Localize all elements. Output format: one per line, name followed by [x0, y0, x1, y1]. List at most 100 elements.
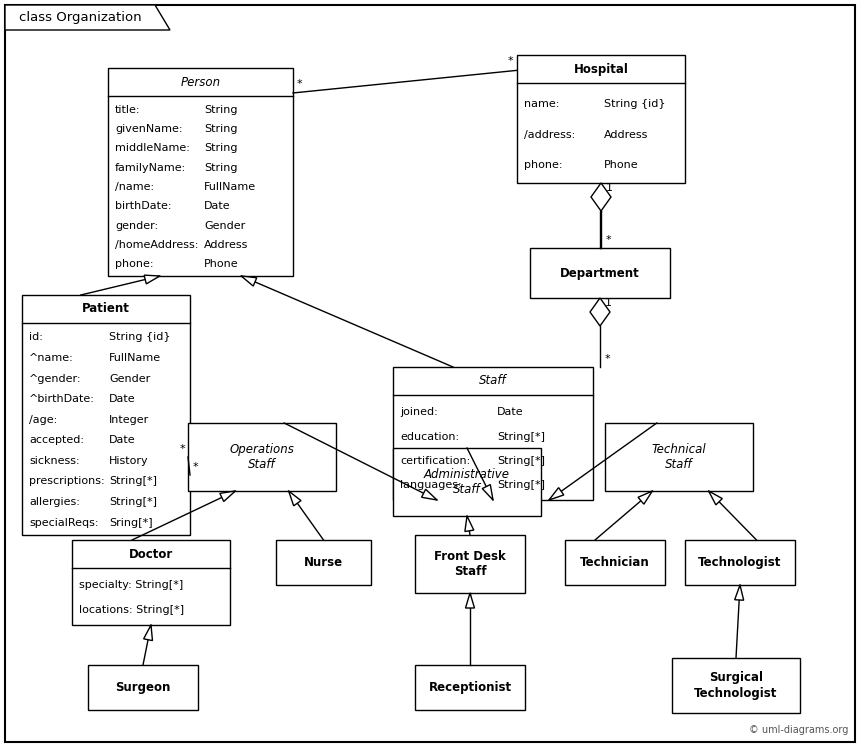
Bar: [188, 423, 336, 491]
Text: FullName: FullName: [204, 182, 256, 192]
Text: Surgical
Technologist: Surgical Technologist: [694, 672, 777, 699]
Polygon shape: [421, 489, 437, 500]
Text: /address:: /address:: [524, 129, 575, 140]
Text: phone:: phone:: [115, 259, 153, 270]
Text: Phone: Phone: [605, 160, 639, 170]
Bar: [530, 248, 670, 298]
Bar: [415, 535, 525, 593]
Polygon shape: [591, 183, 611, 211]
Text: accepted:: accepted:: [29, 436, 84, 445]
Text: Date: Date: [497, 407, 524, 417]
Text: allergies:: allergies:: [29, 497, 80, 507]
Text: Technical
Staff: Technical Staff: [652, 443, 706, 471]
Polygon shape: [144, 625, 152, 641]
Text: Gender: Gender: [204, 220, 245, 231]
Polygon shape: [465, 593, 475, 608]
Polygon shape: [241, 276, 257, 286]
Text: ^name:: ^name:: [29, 353, 74, 363]
Text: History: History: [109, 456, 149, 466]
Bar: [108, 68, 293, 276]
Text: String: String: [204, 124, 237, 134]
Bar: [22, 295, 190, 535]
Text: Phone: Phone: [204, 259, 239, 270]
Text: title:: title:: [115, 105, 140, 114]
Text: joined:: joined:: [400, 407, 438, 417]
Polygon shape: [734, 585, 744, 601]
Text: prescriptions:: prescriptions:: [29, 477, 105, 486]
Text: Doctor: Doctor: [129, 548, 173, 560]
Text: *: *: [507, 56, 513, 66]
Text: Staff: Staff: [479, 374, 507, 388]
Text: ^gender:: ^gender:: [29, 374, 82, 383]
Polygon shape: [638, 491, 653, 504]
Polygon shape: [549, 488, 564, 500]
Text: Administrative
Staff: Administrative Staff: [424, 468, 510, 496]
Text: String {id}: String {id}: [605, 99, 666, 109]
Text: String[*]: String[*]: [109, 477, 157, 486]
Text: String: String: [204, 105, 237, 114]
Polygon shape: [5, 5, 170, 30]
Text: gender:: gender:: [115, 220, 158, 231]
Text: Receptionist: Receptionist: [428, 681, 512, 694]
Polygon shape: [590, 298, 610, 326]
Bar: [88, 665, 198, 710]
Text: String: String: [204, 163, 237, 173]
Text: /name:: /name:: [115, 182, 154, 192]
Text: Front Desk
Staff: Front Desk Staff: [434, 550, 506, 578]
Text: *: *: [606, 235, 611, 245]
Text: String[*]: String[*]: [497, 480, 545, 490]
Text: Operations
Staff: Operations Staff: [230, 443, 294, 471]
Text: birthDate:: birthDate:: [115, 202, 171, 211]
Text: Technician: Technician: [580, 556, 650, 569]
Text: *: *: [180, 444, 185, 454]
Text: Address: Address: [605, 129, 648, 140]
Text: Sring[*]: Sring[*]: [109, 518, 153, 527]
Text: id:: id:: [29, 332, 43, 342]
Text: Date: Date: [109, 436, 136, 445]
Bar: [415, 665, 525, 710]
Text: familyName:: familyName:: [115, 163, 187, 173]
Text: specialty: String[*]: specialty: String[*]: [79, 580, 183, 590]
Text: locations: String[*]: locations: String[*]: [79, 605, 184, 615]
Text: name:: name:: [524, 99, 559, 109]
Text: education:: education:: [400, 432, 459, 441]
Text: 1: 1: [606, 183, 613, 193]
Text: Surgeon: Surgeon: [115, 681, 170, 694]
Polygon shape: [289, 491, 301, 506]
Text: givenName:: givenName:: [115, 124, 182, 134]
Text: String {id}: String {id}: [109, 332, 171, 342]
Text: languages:: languages:: [400, 480, 462, 490]
Text: specialReqs:: specialReqs:: [29, 518, 99, 527]
Text: class Organization: class Organization: [19, 11, 141, 25]
Polygon shape: [220, 491, 236, 501]
Text: Patient: Patient: [82, 303, 130, 315]
Text: FullName: FullName: [109, 353, 162, 363]
Text: Hospital: Hospital: [574, 63, 629, 75]
Text: String[*]: String[*]: [497, 432, 545, 441]
Polygon shape: [709, 491, 722, 505]
Text: certification:: certification:: [400, 456, 470, 466]
Text: Department: Department: [560, 267, 640, 279]
Bar: [565, 540, 665, 585]
Bar: [672, 658, 800, 713]
Bar: [393, 367, 593, 500]
Text: String[*]: String[*]: [497, 456, 545, 466]
Text: ^birthDate:: ^birthDate:: [29, 394, 95, 404]
Text: middleName:: middleName:: [115, 143, 190, 153]
Bar: [605, 423, 753, 491]
Text: Address: Address: [204, 240, 249, 250]
Text: 1: 1: [605, 298, 612, 308]
Text: *: *: [605, 354, 611, 364]
Bar: [72, 540, 230, 625]
Text: String: String: [204, 143, 237, 153]
Text: Date: Date: [204, 202, 230, 211]
Text: © uml-diagrams.org: © uml-diagrams.org: [748, 725, 848, 735]
Text: /age:: /age:: [29, 415, 58, 425]
Bar: [517, 55, 685, 183]
Text: /homeAddress:: /homeAddress:: [115, 240, 199, 250]
Text: Gender: Gender: [109, 374, 150, 383]
Text: Nurse: Nurse: [304, 556, 343, 569]
Text: *: *: [193, 462, 199, 472]
Text: String[*]: String[*]: [109, 497, 157, 507]
Polygon shape: [144, 275, 160, 284]
